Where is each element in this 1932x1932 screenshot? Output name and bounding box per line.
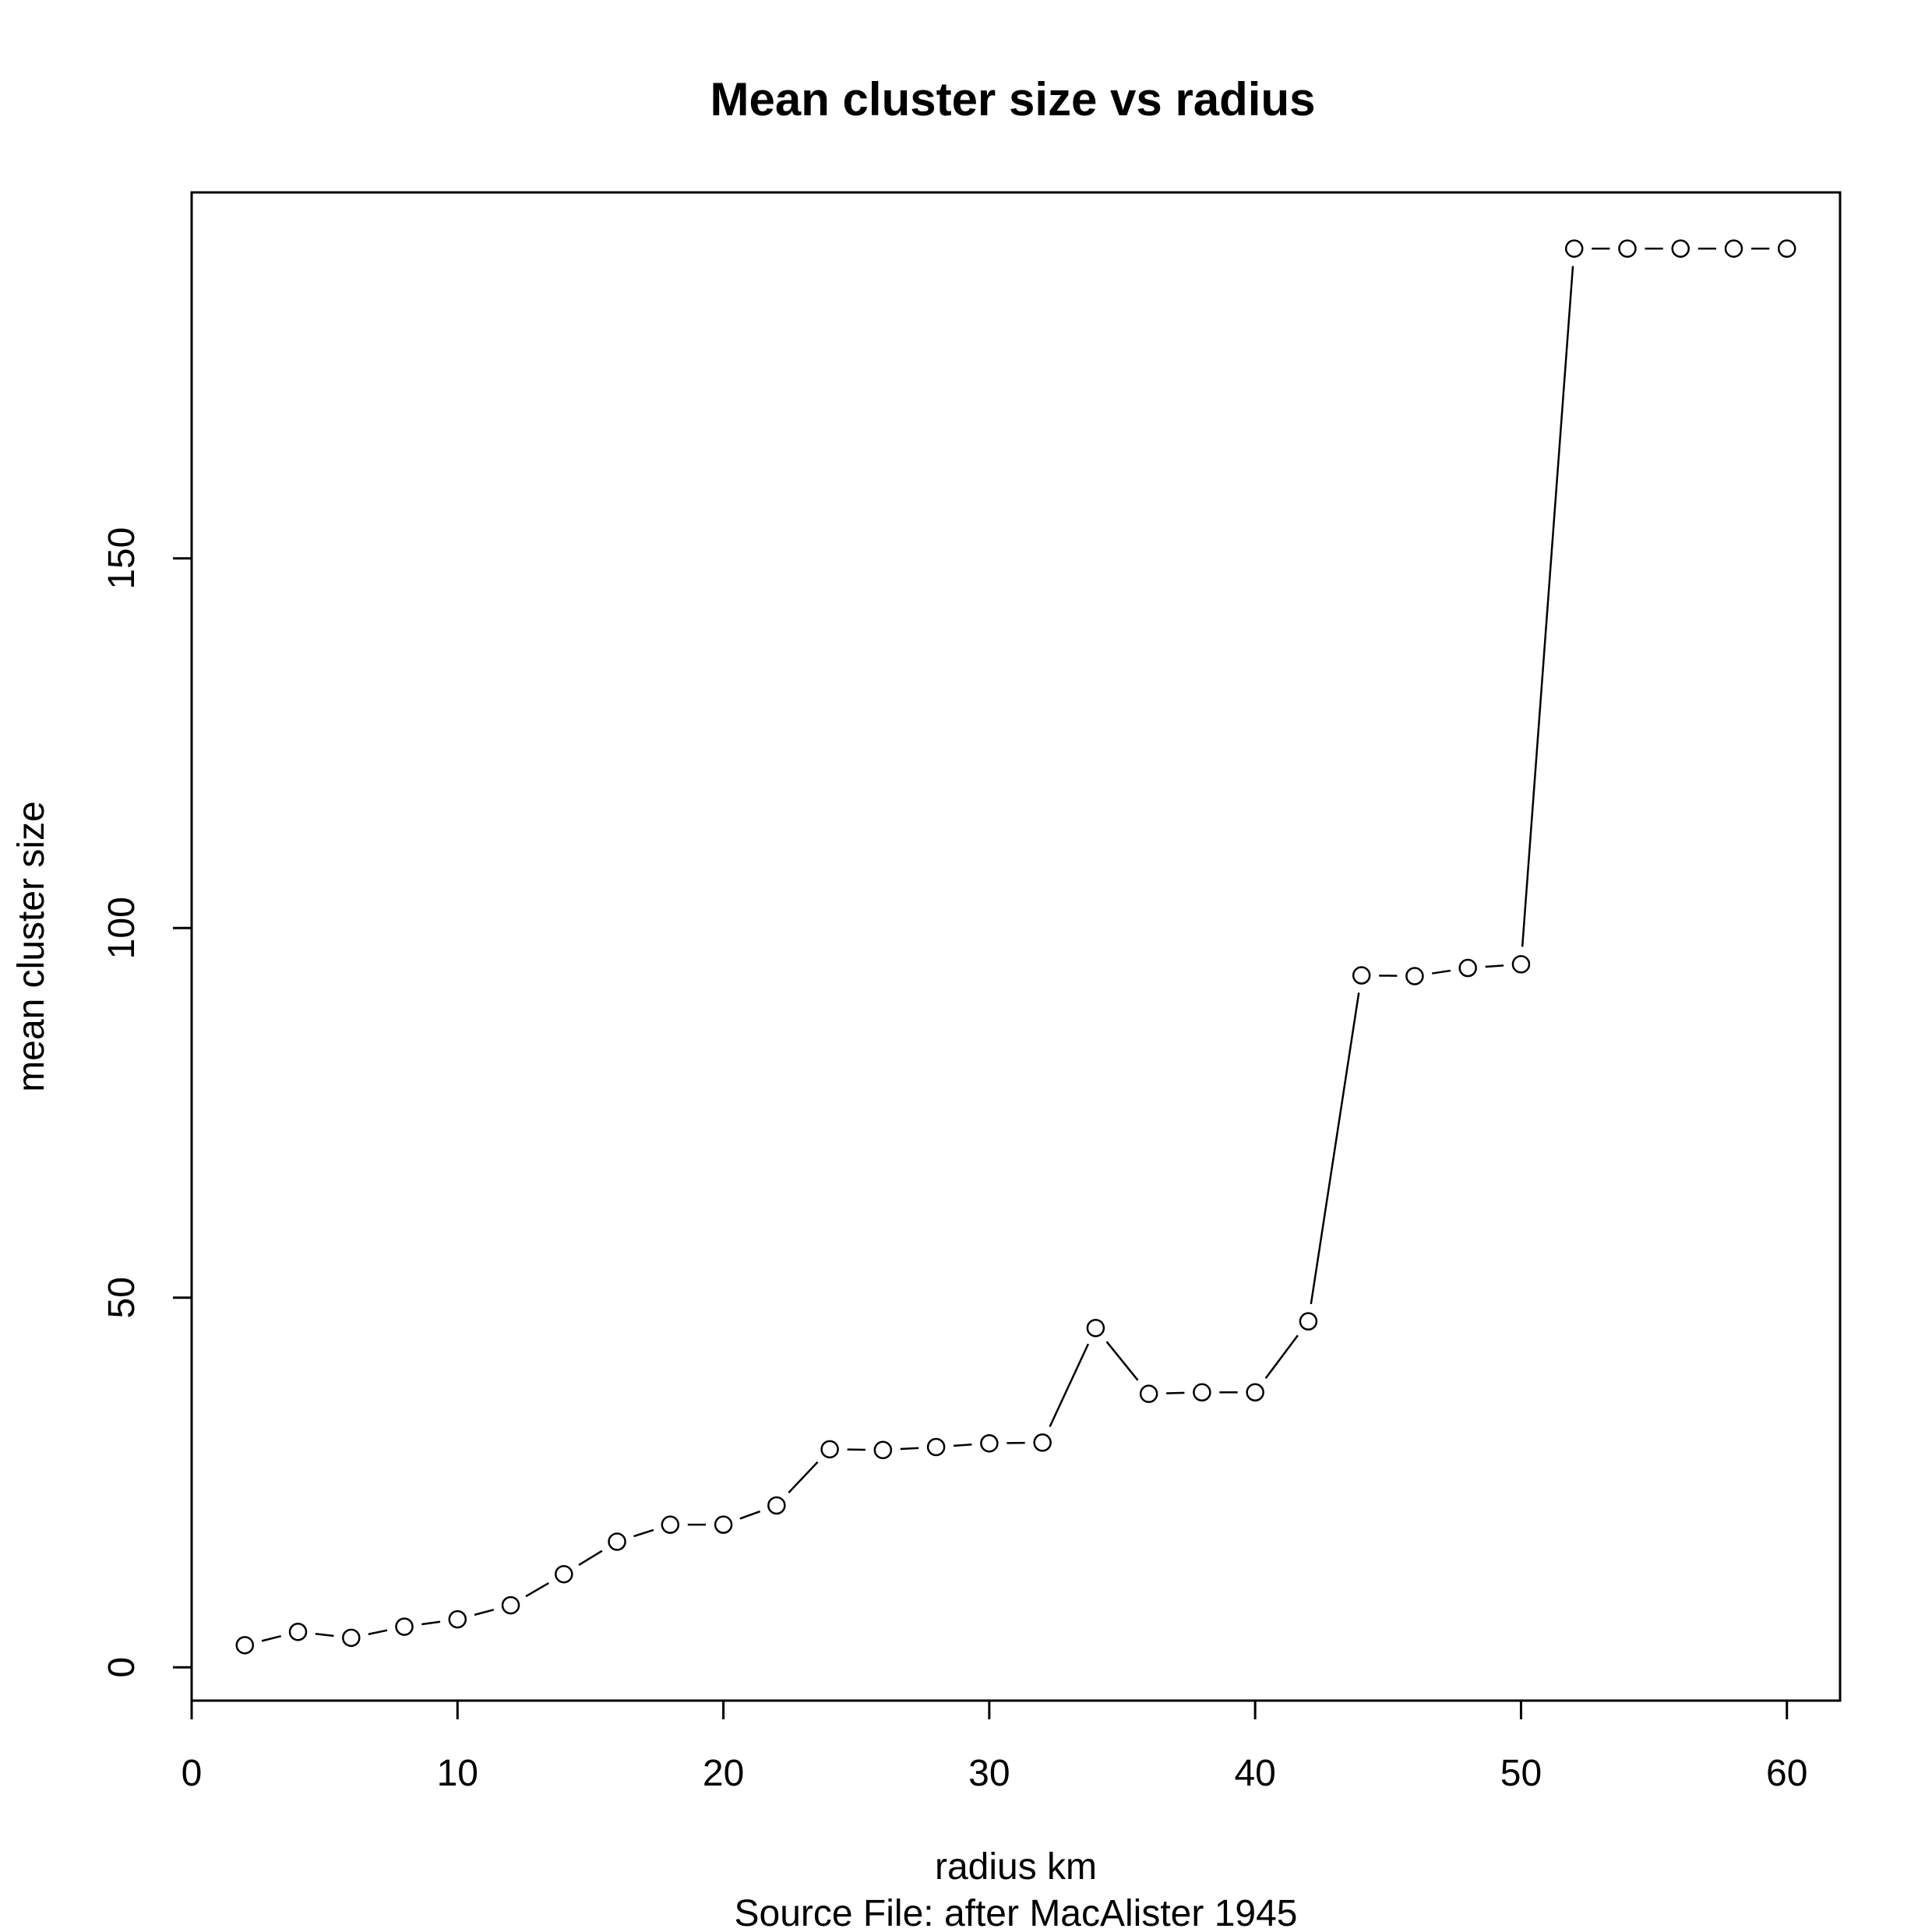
line-segment bbox=[261, 1634, 281, 1642]
data-point bbox=[1724, 239, 1743, 258]
line-segment bbox=[1521, 266, 1574, 947]
data-point bbox=[288, 1622, 308, 1641]
line-segment bbox=[525, 1581, 550, 1598]
data-point bbox=[1405, 967, 1424, 985]
x-tick-label: 40 bbox=[1234, 1753, 1275, 1794]
line-segment bbox=[1485, 964, 1504, 968]
data-point bbox=[395, 1617, 414, 1636]
line-segment bbox=[1431, 969, 1451, 975]
line-segment bbox=[900, 1447, 919, 1451]
line-segment bbox=[578, 1549, 603, 1567]
x-tick-label: 20 bbox=[703, 1753, 744, 1794]
data-point bbox=[820, 1440, 839, 1459]
x-tick-label: 10 bbox=[437, 1753, 478, 1794]
data-point bbox=[501, 1595, 520, 1615]
line-segment bbox=[788, 1461, 819, 1493]
x-axis-label: radius km bbox=[935, 1846, 1097, 1888]
data-point bbox=[1352, 966, 1371, 985]
data-point bbox=[1671, 239, 1690, 258]
x-axis: 0 10 20 30 40 50 60 bbox=[182, 1699, 1807, 1794]
y-tick-label: 100 bbox=[101, 897, 143, 959]
series-line bbox=[261, 247, 1770, 1642]
chart-title: Mean cluster size vs radius bbox=[710, 73, 1315, 125]
chart-subtitle: Source File: after MacAlister 1945 bbox=[735, 1893, 1298, 1932]
y-axis: 0 50 100 150 bbox=[101, 527, 193, 1678]
data-point bbox=[1511, 955, 1531, 974]
data-point bbox=[448, 1609, 467, 1629]
data-point bbox=[1564, 239, 1584, 258]
line-segment bbox=[1264, 1334, 1299, 1380]
data-point bbox=[1139, 1384, 1158, 1403]
data-point bbox=[767, 1496, 786, 1515]
data-point bbox=[1246, 1383, 1264, 1402]
series-points bbox=[235, 239, 1796, 1655]
line-segment bbox=[1105, 1341, 1139, 1381]
line-segment bbox=[1310, 992, 1360, 1305]
data-point bbox=[608, 1532, 626, 1551]
x-tick-label: 60 bbox=[1766, 1753, 1807, 1794]
line-segment bbox=[953, 1444, 972, 1447]
line-segment bbox=[633, 1528, 654, 1538]
data-point bbox=[1777, 239, 1796, 258]
data-point bbox=[926, 1437, 946, 1457]
line-segment bbox=[421, 1620, 441, 1626]
x-tick-label: 30 bbox=[968, 1753, 1010, 1794]
line-segment bbox=[1049, 1343, 1090, 1427]
data-point bbox=[1193, 1383, 1211, 1402]
plot-frame bbox=[190, 191, 1842, 1702]
line-segment bbox=[315, 1632, 334, 1638]
data-point bbox=[1618, 239, 1637, 258]
data-point bbox=[661, 1515, 680, 1534]
line-segment bbox=[368, 1629, 388, 1635]
line-segment bbox=[474, 1609, 495, 1616]
y-tick-label: 0 bbox=[101, 1657, 143, 1678]
data-point bbox=[555, 1564, 573, 1584]
data-point bbox=[235, 1636, 255, 1655]
x-tick-label: 50 bbox=[1500, 1753, 1542, 1794]
y-axis-label: mean cluster size bbox=[11, 801, 52, 1091]
y-tick-label: 50 bbox=[101, 1277, 143, 1318]
data-point bbox=[342, 1628, 361, 1648]
x-tick-label: 0 bbox=[182, 1753, 203, 1794]
y-tick-label: 150 bbox=[101, 527, 143, 590]
data-point bbox=[714, 1515, 733, 1534]
data-point bbox=[873, 1440, 893, 1460]
data-point bbox=[980, 1433, 999, 1453]
data-point bbox=[1033, 1433, 1052, 1452]
line-segment bbox=[1166, 1391, 1185, 1394]
data-point bbox=[1086, 1318, 1105, 1338]
data-point bbox=[1299, 1312, 1318, 1331]
line-segment bbox=[739, 1510, 761, 1520]
data-point bbox=[1458, 958, 1477, 978]
